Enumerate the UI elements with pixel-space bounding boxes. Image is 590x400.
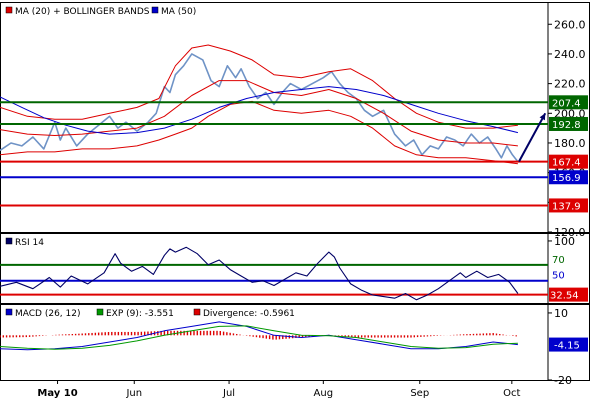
rsi-level-label: 70 xyxy=(552,255,565,266)
level-tag-label: 156.9 xyxy=(552,173,581,184)
rsi-level-label: 50 xyxy=(552,271,565,282)
legend-label: EXP (9): -3.551 xyxy=(106,309,174,319)
x-tick-label: Aug xyxy=(314,388,334,399)
level-tag xyxy=(549,116,588,131)
y-tick-label: 260.0 xyxy=(554,18,586,31)
y-tick-label: 240.0 xyxy=(554,48,586,61)
x-tick-label: Sep xyxy=(410,388,429,399)
legend-label: Divergence: -0.5961 xyxy=(203,309,295,319)
series-line xyxy=(0,44,518,129)
level-tag-label: 207.4 xyxy=(552,98,581,109)
legend-label: RSI 14 xyxy=(15,238,44,248)
rsi-panel: 100 70 50 32.54 RSI 14 xyxy=(0,233,590,304)
x-tick-label: Oct xyxy=(503,388,520,399)
level-tag xyxy=(549,198,588,213)
rsi-value-tag xyxy=(549,287,588,302)
macd-panel: 10 -20 -4.15 MACD (26, 12) EXP (9): -3.551 Di… xyxy=(0,304,590,387)
projection-arrow xyxy=(518,112,547,163)
legend-swatch xyxy=(193,308,201,316)
series-line xyxy=(0,321,518,351)
level-tag xyxy=(549,170,588,185)
macd-value-tag xyxy=(549,337,588,352)
series-line xyxy=(0,325,518,350)
legend-swatch xyxy=(96,308,104,316)
legend-swatch xyxy=(5,6,13,14)
x-tick-label: May 10 xyxy=(37,388,77,399)
rsi-value-label: 32.54 xyxy=(550,291,579,302)
legend-swatch xyxy=(5,308,13,316)
level-tag-label: 192.8 xyxy=(552,120,581,131)
legend-swatch xyxy=(5,237,13,245)
series-line xyxy=(0,246,519,301)
level-tag-label: 137.9 xyxy=(552,201,581,212)
y-tick-label: -20 xyxy=(554,374,572,387)
date-axis: May 10 Jun Jul Aug Sep Oct xyxy=(37,380,521,399)
y-tick-label: 100 xyxy=(554,235,575,248)
y-tick-label: 10 xyxy=(554,307,568,320)
x-tick-label: Jun xyxy=(125,388,142,399)
projection-arrow-head xyxy=(539,113,546,121)
series-line xyxy=(0,80,518,147)
series-line xyxy=(0,86,519,135)
legend-label: MACD (26, 12) xyxy=(15,309,81,319)
y-tick-label: 120.0 xyxy=(554,226,586,239)
price-panel: 120.0140.0160.0180.0200.0220.0240.0260.0… xyxy=(0,2,590,239)
legend-label: MA (50) xyxy=(161,7,196,17)
legend-label: MA (20) + BOLLINGER BANDS xyxy=(15,7,150,17)
legend-swatch xyxy=(151,6,159,14)
level-tag xyxy=(549,95,588,110)
y-tick-label: 180.0 xyxy=(554,137,586,150)
x-tick-label: Jul xyxy=(222,388,235,399)
series-line xyxy=(0,53,519,163)
level-tag xyxy=(549,154,588,169)
macd-value-label: -4.15 xyxy=(554,341,580,352)
level-tag-label: 167.4 xyxy=(552,158,581,169)
y-tick-label: 220.0 xyxy=(554,78,586,91)
